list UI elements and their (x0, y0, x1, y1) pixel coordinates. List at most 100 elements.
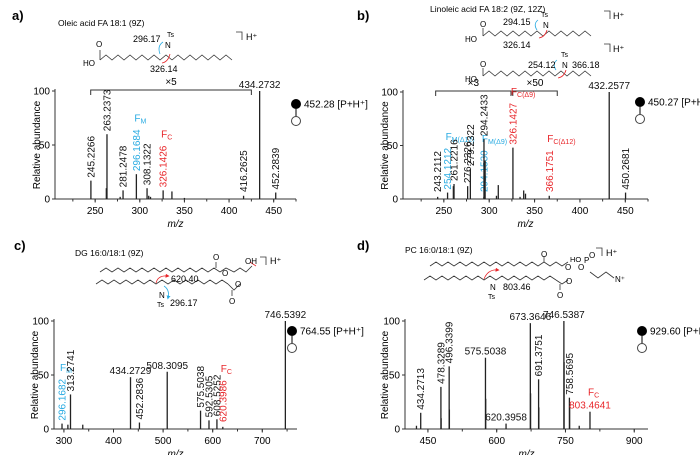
pc-p: P (584, 256, 589, 265)
panel-d-label: d) (357, 238, 369, 253)
y-tick-label: 100 (383, 317, 400, 328)
y-tick-label: 50 (389, 371, 401, 382)
precursor-filled-icon (637, 326, 647, 336)
peak-label: 508.3095 (146, 361, 188, 372)
fragment-tag-sub: C (227, 369, 232, 376)
linoleic-n-2: N (562, 61, 568, 70)
pc-n-plus: N⁺ (615, 275, 625, 284)
peak-label: 592.5305 (204, 375, 215, 417)
panel-c-header: c) DG 16:0/18:1 (9Z) O O O O OH H⁺ N Ts … (14, 238, 281, 309)
oleic-ion: H⁺ (246, 32, 257, 42)
panel-b-title: Linoleic acid FA 18:2 (9Z, 12Z) (430, 4, 545, 14)
linoleic-ts-2: Ts (561, 52, 569, 59)
panel-c-label: c) (14, 238, 26, 253)
x-tick-label: 700 (254, 436, 271, 447)
peak-label: 276.2326 (463, 141, 474, 183)
x-tick-label: 350 (176, 206, 193, 217)
oleic-structure (99, 31, 243, 64)
oleic-acid-ho: HO (83, 59, 95, 68)
fragment-tag-sub: C(Δ12) (553, 139, 575, 146)
precursor-open-icon (291, 116, 301, 126)
magnification-label: ×50 (527, 78, 544, 89)
peak-label: 620.3986 (218, 380, 229, 422)
panel-d-title: PC 16:0/18:1 (9Z) (405, 245, 473, 255)
pc-o-2: O (565, 263, 571, 272)
panel-a-header: a) Oleic acid FA 18:1 (9Z) O HO N Ts 296… (12, 8, 257, 74)
linoleic-ion-1: H⁺ (613, 11, 624, 21)
linoleic-ion-2: H⁺ (613, 44, 624, 54)
fragment-tag-f: F (511, 87, 517, 98)
peak-label: 452.2836 (135, 377, 146, 419)
peak-label: 758.5695 (565, 353, 576, 395)
fragment-tag-sub: M (140, 118, 146, 125)
x-tick-label: 750 (557, 436, 574, 447)
panel-b-header: b) Linoleic acid FA 18:2 (9Z, 12Z) O HO … (357, 4, 624, 84)
peak-label: 313.2741 (66, 349, 77, 391)
dg-o-2: O (222, 269, 228, 278)
dg-oh: OH (245, 257, 257, 266)
fragment-tag-sub: C(Δ9) (517, 92, 535, 99)
peak-label: 296.1682 (58, 378, 69, 420)
fragment-tag-sub: M (66, 368, 72, 375)
x-tick-label: 500 (155, 436, 172, 447)
pc-o-1: O (541, 250, 547, 259)
dg-fc-mass: 620.40 (171, 274, 199, 284)
linoleic-o-1: O (480, 20, 486, 29)
panel-b-label: b) (357, 8, 369, 23)
linoleic-fc-mass-2: 366.18 (572, 60, 600, 70)
dg-ion: H⁺ (270, 256, 281, 266)
y-axis-label: Relative abundance (32, 100, 43, 189)
peak-label: 746.5392 (265, 310, 307, 321)
pc-o-3: O (566, 277, 572, 286)
fragment-tag-f: F (482, 134, 488, 145)
fragment-tag-sub: M(Δ12) (452, 137, 475, 144)
y-axis-label: Relative abundance (30, 330, 41, 419)
peak-label: 308.1322 (143, 143, 154, 185)
x-tick-label: 350 (526, 206, 543, 217)
y-tick-label: 50 (39, 141, 51, 152)
y-tick-label: 50 (387, 141, 399, 152)
peak-label: 326.1427 (508, 102, 519, 144)
dg-fm-mass: 296.17 (170, 298, 198, 308)
precursor-open-icon (637, 343, 647, 353)
dg-ts: Ts (157, 302, 165, 309)
dg-structure (95, 256, 267, 300)
spectrum-panel-2: 0 50 100 300 400 500 600 700 m/z Relative abundan… (30, 310, 364, 455)
linoleic-o-2: O (480, 60, 486, 69)
y-axis-label: Relative abundance (380, 101, 391, 190)
spectrum-panel-0: 0 50 100 250 300 350 400 450 m/z Relative abundan… (32, 77, 368, 230)
x-tick-label: 300 (481, 206, 498, 217)
x-tick-label: 600 (488, 436, 505, 447)
spectra: 0 50 100 250 300 350 400 450 m/z Relative abundan… (30, 77, 700, 455)
linoleic-fm-mass-1: 294.15 (503, 17, 531, 27)
peak-label: 691.3751 (534, 334, 545, 376)
x-axis-label: m/z (517, 219, 533, 230)
y-tick-label: 0 (394, 425, 400, 436)
oleic-fm-mass: 296.17 (133, 34, 161, 44)
linoleic-ho-2: HO (465, 75, 477, 84)
y-tick-label: 100 (33, 87, 50, 98)
magnification-bracket (90, 89, 252, 95)
fragment-tag: FM(Δ9) (482, 134, 507, 146)
precursor-label: 450.27 [P+H⁺] (648, 98, 700, 109)
y-tick-label: 0 (392, 195, 398, 206)
oleic-carbonyl-o: O (96, 40, 102, 49)
spectrum-panel-3: 0 50 100 450 600 750 900 m/z Relative abundance 4… (380, 310, 700, 455)
peak-label: 432.2577 (588, 81, 630, 92)
fragment-tag: FC (161, 130, 172, 142)
pc-ion: H⁺ (606, 248, 617, 258)
x-tick-label: 900 (626, 436, 643, 447)
x-axis-label: m/z (167, 219, 183, 230)
precursor-label: 929.60 [P+H⁺] (650, 327, 700, 338)
precursor-label: 764.55 [P+H⁺] (300, 327, 364, 338)
linoleic-n-1: N (543, 21, 549, 30)
fragment-tag-f: F (60, 363, 66, 374)
pc-structure (423, 247, 615, 290)
precursor-label: 452.28 [P+H⁺] (304, 100, 368, 111)
peak-label: 263.2373 (102, 89, 113, 131)
peak-label: 452.2839 (271, 147, 282, 189)
peak-label: 450.2681 (621, 147, 632, 189)
dg-o-1: O (213, 253, 219, 262)
x-tick-label: 450 (265, 206, 282, 217)
